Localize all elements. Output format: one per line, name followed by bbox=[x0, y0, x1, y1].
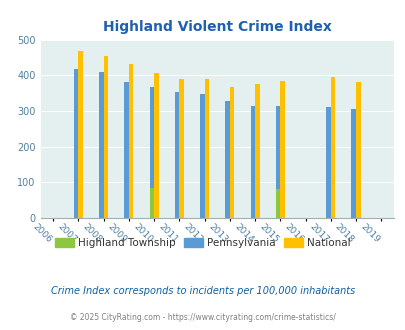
Bar bbox=[330, 77, 335, 218]
Bar bbox=[325, 107, 330, 218]
Bar bbox=[74, 69, 78, 218]
Text: © 2025 CityRating.com - https://www.cityrating.com/crime-statistics/: © 2025 CityRating.com - https://www.city… bbox=[70, 313, 335, 322]
Bar bbox=[229, 87, 234, 218]
Bar bbox=[99, 72, 103, 218]
Bar bbox=[200, 94, 204, 218]
Bar bbox=[250, 106, 254, 218]
Bar bbox=[175, 92, 179, 218]
Legend: Highland Township, Pennsylvania, National: Highland Township, Pennsylvania, Nationa… bbox=[51, 234, 354, 252]
Bar bbox=[149, 187, 154, 218]
Bar bbox=[103, 56, 108, 218]
Bar bbox=[78, 51, 83, 218]
Bar bbox=[355, 82, 360, 218]
Bar bbox=[275, 189, 279, 218]
Bar bbox=[149, 87, 154, 218]
Bar bbox=[124, 82, 129, 218]
Bar bbox=[204, 79, 209, 218]
Bar bbox=[254, 84, 259, 218]
Text: Crime Index corresponds to incidents per 100,000 inhabitants: Crime Index corresponds to incidents per… bbox=[51, 286, 354, 296]
Bar bbox=[351, 109, 355, 218]
Bar bbox=[225, 101, 229, 218]
Bar bbox=[179, 79, 183, 218]
Bar bbox=[129, 64, 133, 218]
Bar bbox=[279, 81, 284, 218]
Bar bbox=[154, 74, 158, 218]
Title: Highland Violent Crime Index: Highland Violent Crime Index bbox=[102, 20, 331, 34]
Bar bbox=[275, 106, 279, 218]
